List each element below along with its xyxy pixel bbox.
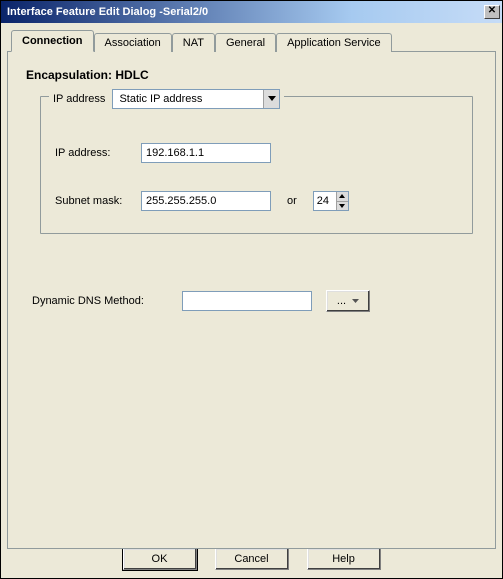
ok-button[interactable]: OK bbox=[123, 548, 197, 570]
prefix-value: 24 bbox=[314, 192, 336, 210]
dialog-window: Interface Feature Edit Dialog -Serial2/0… bbox=[0, 0, 503, 579]
dynamic-dns-label: Dynamic DNS Method: bbox=[32, 295, 182, 307]
prefix-spinner[interactable]: 24 bbox=[313, 191, 349, 211]
encapsulation-line: Encapsulation: HDLC bbox=[26, 68, 481, 82]
subnet-mask-row: Subnet mask: or 24 bbox=[55, 191, 458, 211]
encapsulation-label: Encapsulation: bbox=[26, 68, 112, 82]
dynamic-dns-browse-button[interactable]: ... bbox=[326, 290, 370, 312]
ip-group-legend-label: IP address bbox=[53, 93, 105, 105]
ip-address-group: IP address Static IP address IP address:… bbox=[40, 96, 473, 234]
tab-general[interactable]: General bbox=[215, 33, 276, 52]
spinner-buttons bbox=[336, 192, 348, 210]
titlebar: Interface Feature Edit Dialog -Serial2/0… bbox=[1, 1, 502, 23]
tab-association[interactable]: Association bbox=[94, 33, 172, 52]
help-button[interactable]: Help bbox=[307, 548, 381, 570]
close-icon: ✕ bbox=[488, 5, 496, 16]
or-label: or bbox=[287, 195, 297, 207]
ip-address-row: IP address: bbox=[55, 143, 458, 163]
tab-nat-label: NAT bbox=[183, 37, 204, 49]
dynamic-dns-input[interactable] bbox=[182, 291, 312, 311]
tab-connection-label: Connection bbox=[22, 35, 83, 47]
tabstrip: Connection Association NAT General Appli… bbox=[11, 29, 496, 51]
subnet-mask-label: Subnet mask: bbox=[55, 195, 141, 207]
window-title: Interface Feature Edit Dialog -Serial2/0 bbox=[7, 6, 208, 18]
dialog-button-row: OK Cancel Help bbox=[1, 548, 502, 570]
client-area: Connection Association NAT General Appli… bbox=[1, 23, 502, 578]
tab-application-service[interactable]: Application Service bbox=[276, 33, 392, 52]
ip-address-input[interactable] bbox=[141, 143, 271, 163]
chevron-down-icon bbox=[352, 299, 359, 304]
subnet-mask-input[interactable] bbox=[141, 191, 271, 211]
tab-association-label: Association bbox=[105, 37, 161, 49]
dynamic-dns-browse-label: ... bbox=[337, 295, 346, 307]
spinner-down-icon[interactable] bbox=[337, 201, 348, 211]
tab-general-label: General bbox=[226, 37, 265, 49]
ip-mode-value: Static IP address bbox=[113, 90, 263, 108]
dynamic-dns-row: Dynamic DNS Method: ... bbox=[32, 290, 473, 312]
dropdown-arrow-icon bbox=[263, 90, 279, 108]
tab-connection[interactable]: Connection bbox=[11, 30, 94, 52]
tab-panel-connection: Encapsulation: HDLC IP address Static IP… bbox=[7, 51, 496, 549]
tab-app-service-label: Application Service bbox=[287, 37, 381, 49]
ip-group-legend: IP address Static IP address bbox=[49, 89, 284, 109]
spinner-up-icon[interactable] bbox=[337, 192, 348, 201]
ip-address-label: IP address: bbox=[55, 147, 141, 159]
close-button[interactable]: ✕ bbox=[484, 5, 500, 19]
tab-nat[interactable]: NAT bbox=[172, 33, 215, 52]
cancel-button[interactable]: Cancel bbox=[215, 548, 289, 570]
encapsulation-value: HDLC bbox=[115, 68, 148, 82]
ip-mode-dropdown[interactable]: Static IP address bbox=[112, 89, 280, 109]
